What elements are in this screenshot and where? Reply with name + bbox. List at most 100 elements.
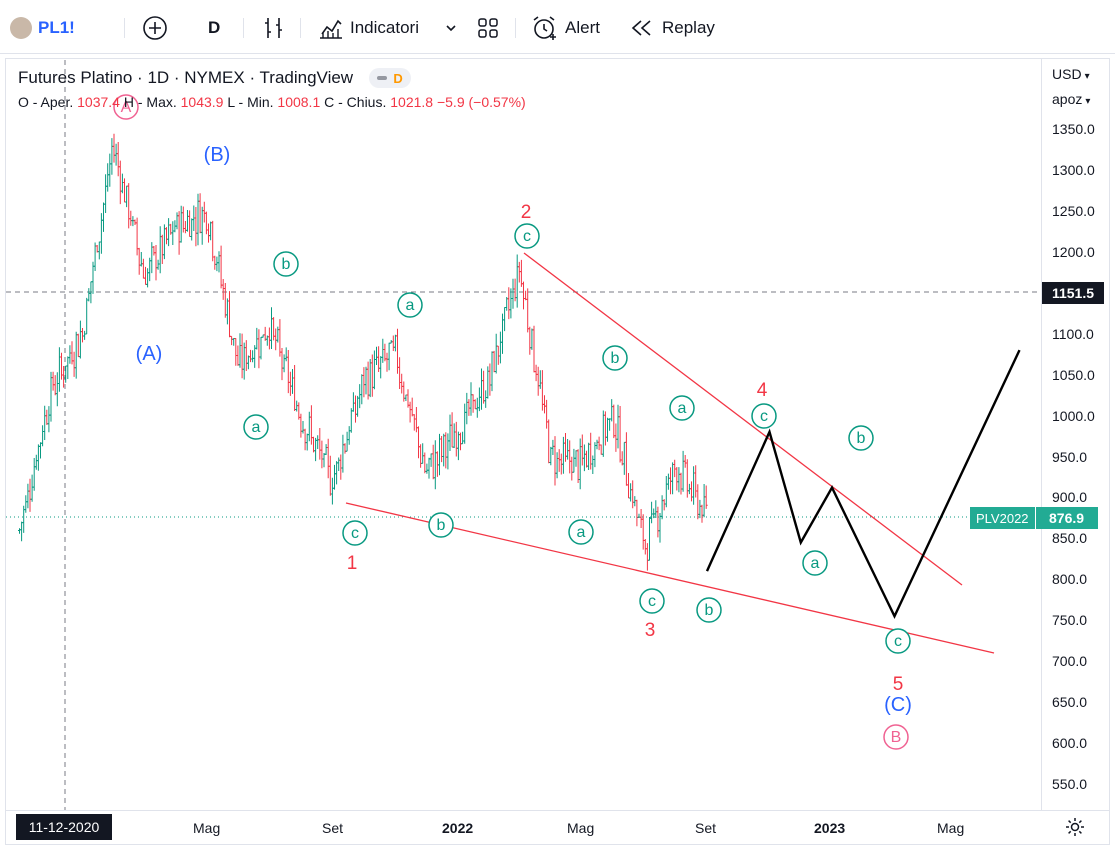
- toolbar-divider: [124, 18, 125, 38]
- open-value: 1037.4: [77, 94, 120, 110]
- candle-up: [333, 464, 336, 490]
- candle-up: [97, 241, 101, 260]
- candle-down: [391, 335, 395, 351]
- candle-up: [209, 221, 213, 241]
- wave-label-blue[interactable]: (A): [136, 343, 163, 365]
- wave-label-green-circle[interactable]: a: [802, 550, 828, 576]
- wave-label-green-circle[interactable]: c: [514, 223, 540, 249]
- wave-label-green-circle[interactable]: b: [428, 512, 454, 538]
- candle-up: [66, 356, 70, 379]
- alert-button[interactable]: Alert: [531, 12, 600, 44]
- candle-up: [446, 433, 450, 470]
- wave-circle: [568, 519, 594, 545]
- candle-up: [404, 394, 408, 401]
- wave-circle: [428, 512, 454, 538]
- wave-label-blue[interactable]: (B): [204, 144, 231, 166]
- lower-trendline[interactable]: [345, 502, 995, 654]
- candle-up: [156, 259, 160, 270]
- indicators-dropdown[interactable]: [444, 12, 458, 44]
- candle-up: [633, 496, 637, 507]
- wave-label-green-circle[interactable]: c: [639, 588, 665, 614]
- candle-down: [230, 335, 234, 346]
- candle-up: [104, 174, 108, 213]
- symbol-label: PL1!: [38, 18, 75, 37]
- candle-down: [219, 245, 223, 289]
- candle-down: [144, 266, 147, 285]
- candle-down: [675, 467, 679, 491]
- wave-label-green-circle[interactable]: c: [751, 403, 777, 429]
- candle-down: [123, 178, 126, 203]
- wave-label-red[interactable]: 5: [893, 674, 904, 695]
- candle-up: [351, 392, 355, 412]
- scale-mode-selector[interactable]: apoz ▾: [1052, 91, 1090, 107]
- wave-circle: [639, 588, 665, 614]
- replay-button[interactable]: Replay: [630, 12, 715, 44]
- wave-label-blue[interactable]: (C): [884, 694, 912, 716]
- crosshair-price-label: 1151.5: [1042, 282, 1104, 304]
- wave-circle: [883, 724, 909, 750]
- wave-label-green-circle[interactable]: b: [602, 345, 628, 371]
- wave-label-pink-circle[interactable]: B: [883, 724, 909, 750]
- candle-down: [576, 449, 580, 483]
- wave-label-green-circle[interactable]: b: [696, 597, 722, 623]
- last-price-value: 876.9: [1035, 507, 1098, 529]
- wave-label-green-circle[interactable]: c: [342, 520, 368, 546]
- candle-down: [624, 432, 628, 486]
- currency-selector[interactable]: USD ▾: [1052, 66, 1090, 82]
- settings-button[interactable]: [1064, 816, 1086, 843]
- candle-up: [114, 143, 118, 166]
- indicators-button[interactable]: Indicatori: [318, 12, 419, 44]
- wave-label-green-circle[interactable]: c: [885, 628, 911, 654]
- candle-down: [211, 220, 215, 262]
- candle-down: [517, 261, 521, 283]
- candle-up: [551, 439, 555, 455]
- alert-label: Alert: [565, 18, 600, 37]
- upper-trendline[interactable]: [523, 252, 963, 586]
- wave-label-green-circle[interactable]: a: [243, 414, 269, 440]
- wave-label-green-circle[interactable]: b: [273, 251, 299, 277]
- wave-label-green-circle[interactable]: a: [568, 519, 594, 545]
- candle-up: [438, 433, 441, 476]
- wave-label-red[interactable]: 3: [645, 620, 656, 641]
- symbol-button[interactable]: PL1!: [10, 14, 75, 42]
- candle-down: [435, 451, 439, 477]
- candle-down: [160, 234, 164, 264]
- candle-down: [127, 183, 131, 229]
- compare-button[interactable]: [142, 12, 168, 44]
- wave-label-green-circle[interactable]: a: [397, 292, 423, 318]
- wave-label-green-circle[interactable]: b: [848, 425, 874, 451]
- candle-down: [700, 504, 704, 523]
- candle-up: [146, 268, 150, 288]
- candle-up: [702, 484, 706, 518]
- candle-down: [204, 211, 208, 235]
- candle-up: [47, 406, 51, 433]
- data-badge[interactable]: D: [369, 68, 412, 88]
- wave-circle: [273, 251, 299, 277]
- candle-down: [492, 350, 496, 373]
- y-tick: 1050.0: [1052, 366, 1095, 383]
- wave-label-green-circle[interactable]: a: [669, 395, 695, 421]
- chart-type-button[interactable]: [262, 12, 286, 44]
- candle-up: [32, 458, 36, 491]
- wave-label-text: c: [648, 593, 656, 610]
- y-tick: 550.0: [1052, 776, 1088, 792]
- candle-up: [616, 404, 620, 449]
- candle-down: [685, 459, 689, 498]
- wave-label-red[interactable]: 2: [521, 202, 532, 223]
- projection-path[interactable]: [705, 349, 1021, 619]
- wave-label-red[interactable]: 4: [757, 380, 768, 401]
- candle-down: [704, 485, 708, 509]
- candle-down: [597, 436, 601, 451]
- candle-up: [429, 453, 433, 467]
- candle-up: [480, 368, 483, 410]
- interval-button[interactable]: D: [208, 18, 221, 37]
- layout-button[interactable]: [476, 12, 500, 44]
- wave-label-red[interactable]: 1: [347, 553, 358, 574]
- candle-up: [345, 431, 349, 452]
- wave-label-pink-circle[interactable]: A: [113, 94, 139, 120]
- indicators-label: Indicatori: [350, 18, 419, 37]
- candle-down: [528, 326, 532, 355]
- candle-down: [585, 450, 588, 468]
- candle-down: [223, 283, 227, 318]
